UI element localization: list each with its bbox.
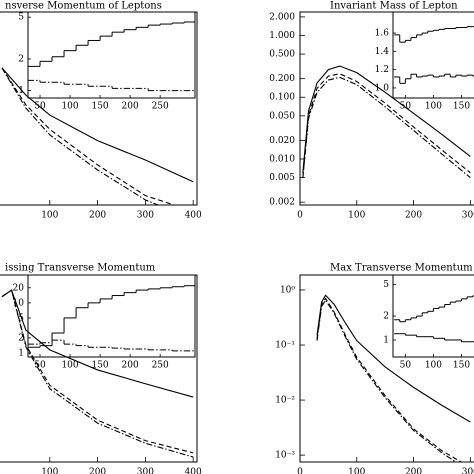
x-tick-label: 100 bbox=[41, 468, 58, 474]
y-tick-label: 1.0 bbox=[375, 83, 390, 93]
x-tick-label: 300 bbox=[462, 468, 474, 474]
y-tick-label: 10⁻¹ bbox=[275, 341, 295, 351]
curve bbox=[302, 65, 471, 173]
y-tick-label: 1 bbox=[383, 335, 389, 345]
y-tick-label: 2 bbox=[18, 54, 24, 64]
plot-area bbox=[316, 294, 471, 462]
plot-area bbox=[1, 289, 194, 458]
y-tick-label: 20 bbox=[13, 283, 25, 293]
x-tick-label: 400 bbox=[185, 468, 202, 474]
plot-area bbox=[1, 67, 194, 205]
plot-area bbox=[28, 285, 195, 352]
plot-area bbox=[302, 65, 471, 179]
x-tick-label: 0 bbox=[297, 211, 303, 221]
curve bbox=[1, 67, 160, 205]
plot-area bbox=[394, 295, 474, 343]
curve bbox=[1, 67, 176, 205]
x-tick-label: 250 bbox=[152, 102, 169, 112]
x-tick-label: 150 bbox=[91, 361, 108, 371]
x-tick-label: 100 bbox=[61, 361, 78, 371]
panel-title: issing Transverse Momentum bbox=[5, 263, 156, 274]
y-tick-label: 0.010 bbox=[269, 155, 295, 165]
x-tick-label: 100 bbox=[348, 211, 365, 221]
y-tick-label: 0.005 bbox=[269, 173, 295, 183]
y-tick-label: 0.002 bbox=[269, 198, 295, 208]
x-tick-label: 50 bbox=[34, 361, 46, 371]
plot-area bbox=[394, 26, 474, 84]
x-tick-label: 300 bbox=[137, 211, 154, 221]
y-tick-label: 0.100 bbox=[269, 93, 295, 103]
y-tick-label: 10 bbox=[13, 298, 25, 308]
x-tick-label: 200 bbox=[89, 211, 106, 221]
plot-area bbox=[28, 21, 195, 92]
x-tick-label: 300 bbox=[462, 211, 474, 221]
panel-title: Invariant Mass of Lepton bbox=[330, 1, 458, 12]
x-tick-label: 150 bbox=[453, 102, 470, 112]
y-tick-label: 2.000 bbox=[269, 12, 295, 22]
y-tick-label: 1.4 bbox=[375, 47, 390, 57]
x-tick-label: 0 bbox=[297, 468, 303, 474]
curve bbox=[302, 73, 471, 178]
inset-frame bbox=[392, 274, 474, 358]
x-tick-label: 200 bbox=[89, 468, 106, 474]
x-tick-label: 200 bbox=[122, 361, 139, 371]
curve bbox=[316, 297, 463, 462]
x-tick-label: 150 bbox=[91, 102, 108, 112]
x-tick-label: 100 bbox=[425, 102, 442, 112]
curve bbox=[316, 299, 457, 462]
panel-title: Max Transverse Momentum o bbox=[330, 263, 474, 274]
y-tick-label: 1.000 bbox=[269, 31, 295, 41]
curve bbox=[302, 76, 471, 179]
y-tick-label: 2 bbox=[18, 333, 24, 343]
y-tick-label: 0.500 bbox=[269, 50, 295, 60]
x-tick-label: 250 bbox=[152, 361, 169, 371]
y-tick-label: 1 bbox=[18, 348, 24, 358]
x-tick-label: 300 bbox=[137, 468, 154, 474]
x-tick-label: 100 bbox=[61, 102, 78, 112]
y-tick-label: 0.200 bbox=[269, 74, 295, 84]
plot-frame bbox=[299, 274, 474, 463]
x-tick-label: 200 bbox=[122, 102, 139, 112]
x-tick-label: 100 bbox=[41, 211, 58, 221]
y-tick-label: 2 bbox=[383, 312, 389, 322]
y-tick-label: 1.6 bbox=[375, 29, 390, 39]
inset-frame bbox=[27, 11, 196, 99]
inset-frame bbox=[392, 11, 474, 99]
y-tick-label: 1 bbox=[18, 86, 24, 96]
x-tick-label: 50 bbox=[34, 102, 46, 112]
y-tick-label: 5 bbox=[383, 280, 389, 290]
x-tick-label: 200 bbox=[405, 211, 422, 221]
x-tick-label: 100 bbox=[348, 468, 365, 474]
x-tick-label: 50 bbox=[400, 361, 412, 371]
y-tick-label: 1.2 bbox=[375, 65, 389, 75]
x-tick-label: 200 bbox=[405, 468, 422, 474]
plot-frame bbox=[299, 11, 474, 206]
y-tick-label: 0.050 bbox=[269, 111, 295, 121]
curve bbox=[1, 289, 194, 454]
y-tick-label: 5 bbox=[18, 313, 24, 323]
panel-title: nsverse Momentum of Leptons bbox=[5, 1, 162, 12]
y-tick-label: 10⁻² bbox=[275, 396, 295, 406]
y-tick-label: 10⁰ bbox=[280, 285, 295, 295]
y-tick-label: 10⁻³ bbox=[275, 451, 295, 461]
x-tick-label: 400 bbox=[185, 211, 202, 221]
y-tick-label: 5 bbox=[18, 13, 24, 23]
x-tick-label: 50 bbox=[400, 102, 412, 112]
curve bbox=[316, 294, 471, 423]
x-tick-label: 100 bbox=[425, 361, 442, 371]
curve bbox=[1, 67, 194, 183]
x-tick-label: 150 bbox=[453, 361, 470, 371]
inset-frame bbox=[27, 274, 196, 358]
y-tick-label: 0.020 bbox=[269, 136, 295, 146]
curve bbox=[1, 289, 194, 458]
